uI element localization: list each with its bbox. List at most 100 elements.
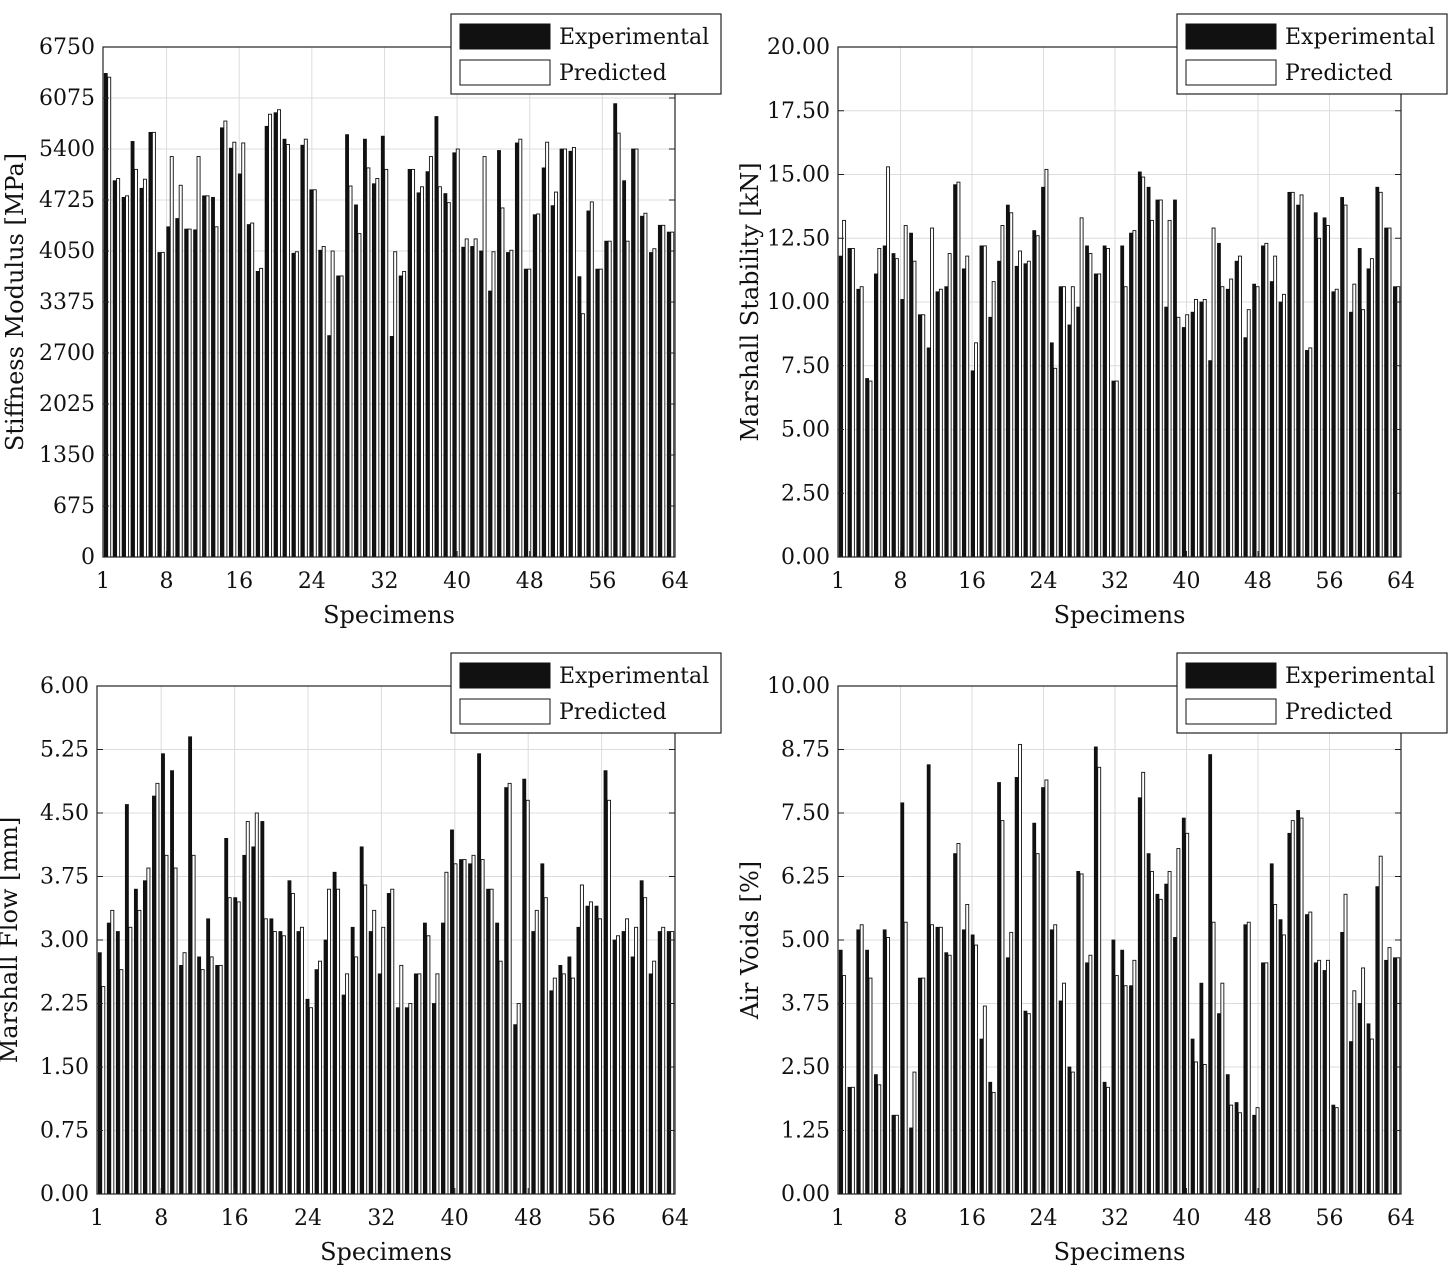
- chart-2-legend-swatch-predicted: [459, 698, 551, 725]
- chart-2-bar-experimental-63: [657, 931, 662, 1195]
- chart-2-bar-predicted-36: [417, 973, 422, 1195]
- chart-2-bar-experimental-5: [133, 888, 138, 1195]
- chart-0-bar-predicted-55: [589, 201, 594, 558]
- chart-2-bar-predicted-48: [525, 799, 530, 1195]
- chart-3-bar-predicted-51: [1281, 934, 1286, 1195]
- chart-1-bar-experimental-12: [935, 291, 940, 558]
- chart-3-bar-experimental-53: [1296, 810, 1301, 1195]
- chart-2-bar-predicted-57: [607, 799, 611, 1195]
- chart-3-bar-predicted-20: [1009, 931, 1014, 1195]
- chart-3-bar-experimental-20: [1005, 957, 1010, 1195]
- chart-1-bar-predicted-21: [1018, 250, 1022, 558]
- chart-1-bar-experimental-31: [1102, 245, 1107, 558]
- chart-1-xtick-label-2: 16: [958, 569, 986, 594]
- chart-1-bar-predicted-29: [1088, 253, 1093, 558]
- chart-1-ytick-label-7: 17.50: [767, 99, 830, 124]
- chart-1-bar-predicted-54: [1308, 347, 1313, 558]
- chart-2-bar-predicted-23: [299, 926, 304, 1195]
- chart-3-bar-experimental-47: [1243, 924, 1248, 1195]
- chart-1-bar-predicted-30: [1097, 273, 1102, 558]
- chart-3-bar-experimental-14: [953, 853, 957, 1195]
- chart-2-xtick-label-5: 40: [441, 1206, 469, 1231]
- chart-0-ytick-label-5: 3375: [39, 290, 95, 315]
- chart-1-bar-experimental-51: [1278, 301, 1283, 558]
- chart-3-bar-predicted-14: [956, 843, 961, 1195]
- chart-3-bar-predicted-5: [877, 1084, 882, 1195]
- chart-1-bar-predicted-63: [1387, 227, 1392, 558]
- chart-0-bar-experimental-41: [461, 246, 466, 558]
- chart-1-bar-experimental-7: [891, 253, 896, 558]
- chart-1-ylabel: Marshall Stability [kN]: [736, 162, 764, 441]
- chart-1-bar-experimental-63: [1384, 227, 1388, 558]
- chart-panel-flow: 0.00 0.75 1.50 2.25 3.00 3.75 4.50 5.25 6.00 1 8 16…: [0, 636, 728, 1273]
- chart-3-bar-experimental-38: [1164, 883, 1169, 1195]
- chart-3-bar-experimental-29: [1085, 962, 1089, 1195]
- chart-1-legend-label-experimental: Experimental: [1285, 25, 1435, 50]
- chart-3-bar-experimental-44: [1217, 1013, 1221, 1195]
- chart-1-bar-predicted-43: [1211, 227, 1216, 558]
- chart-1-bar-experimental-5: [873, 273, 878, 558]
- chart-1-bar-predicted-22: [1026, 260, 1031, 558]
- chart-0-bar-experimental-51: [550, 205, 555, 558]
- chart-0-bar-predicted-40: [455, 148, 460, 558]
- chart-2-bar-experimental-45: [495, 922, 500, 1195]
- chart-1-bar-experimental-8: [900, 299, 905, 558]
- chart-1-bar-predicted-14: [956, 181, 961, 558]
- chart-2-xtick-label-4: 32: [367, 1206, 395, 1231]
- chart-3-ytick-label-6: 7.50: [781, 801, 830, 826]
- chart-1-bar-predicted-34: [1132, 230, 1137, 558]
- chart-2-bar-experimental-58: [612, 939, 617, 1195]
- chart-0-bar-predicted-27: [339, 275, 344, 558]
- chart-0-bar-experimental-23: [300, 144, 305, 558]
- chart-1-xtick-label-0: 1: [831, 569, 845, 594]
- chart-0-xtick-label-2: 16: [225, 569, 253, 594]
- chart-2-bar-predicted-20: [272, 931, 277, 1195]
- chart-3-bar-experimental-59: [1349, 1041, 1353, 1195]
- chart-3-bar-experimental-12: [935, 926, 940, 1195]
- chart-2-bar-experimental-7: [152, 795, 156, 1195]
- chart-3-bar-experimental-50: [1269, 863, 1274, 1195]
- chart-2-bar-experimental-42: [468, 863, 472, 1195]
- chart-1-bar-experimental-26: [1058, 286, 1063, 558]
- chart-0-bar-experimental-27: [336, 275, 341, 558]
- chart-1-bar-predicted-58: [1343, 204, 1348, 558]
- chart-2-bar-predicted-33: [390, 888, 395, 1195]
- chart-3-xlabel: Specimens: [1054, 1238, 1186, 1266]
- chart-3-bar-predicted-43: [1211, 921, 1216, 1195]
- chart-2-bar-experimental-1: [97, 952, 102, 1195]
- chart-0-ytick-label-6: 4050: [39, 239, 95, 264]
- chart-1-bar-predicted-61: [1369, 258, 1374, 558]
- chart-1-bar-predicted-4: [868, 380, 873, 558]
- chart-3-bar-predicted-17: [982, 1005, 987, 1195]
- chart-1-bar-predicted-15: [965, 255, 970, 558]
- chart-3-bar-predicted-23: [1035, 853, 1040, 1195]
- chart-2-bar-experimental-16: [233, 897, 238, 1195]
- chart-3-bar-experimental-49: [1261, 962, 1265, 1195]
- chart-1-bar-experimental-6: [882, 245, 887, 558]
- chart-svg-air-voids: 0.00 1.25 2.50 3.75 5.00 6.25 7.50 8.75 10.00 1 8 1…: [736, 652, 1448, 1266]
- chart-0-bar-predicted-6: [151, 131, 156, 558]
- chart-2-ytick-label-8: 6.00: [40, 674, 89, 699]
- chart-3-bar-predicted-55: [1317, 959, 1322, 1195]
- chart-1-bar-experimental-22: [1023, 263, 1028, 558]
- chart-1-bar-predicted-42: [1202, 299, 1207, 558]
- chart-2-bar-predicted-11: [191, 854, 196, 1195]
- chart-3-ytick-label-2: 2.50: [781, 1055, 830, 1080]
- chart-2-bar-experimental-33: [386, 893, 391, 1195]
- chart-0-bar-experimental-26: [327, 335, 332, 558]
- chart-2-ytick-label-6: 4.50: [40, 801, 89, 826]
- chart-0-bar-experimental-55: [586, 210, 591, 558]
- chart-3-ytick-label-8: 10.00: [767, 674, 830, 699]
- chart-2-bar-predicted-17: [245, 821, 250, 1195]
- chart-1-ytick-label-6: 15.00: [767, 163, 830, 188]
- chart-3-xtick-label-4: 32: [1101, 1206, 1129, 1231]
- chart-1-bar-experimental-55: [1313, 212, 1318, 558]
- chart-1-bar-experimental-16: [970, 370, 975, 558]
- chart-1-ytick-label-3: 7.50: [781, 354, 830, 379]
- chart-2-bar-experimental-54: [576, 926, 581, 1195]
- chart-2-bar-predicted-58: [616, 935, 621, 1195]
- chart-1-bar-experimental-29: [1085, 245, 1089, 558]
- chart-1-ytick-label-2: 5.00: [781, 418, 830, 443]
- chart-2-bar-predicted-30: [363, 884, 368, 1195]
- chart-1-bar-experimental-59: [1349, 311, 1353, 558]
